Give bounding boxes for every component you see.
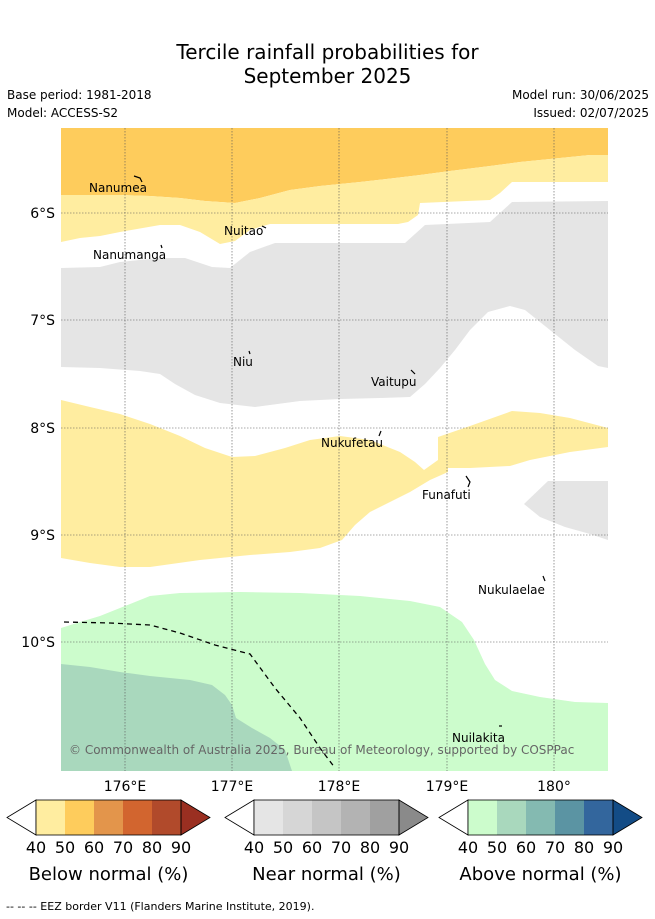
colorbar-segment	[94, 800, 123, 835]
colorbar-outline	[35, 799, 182, 836]
colorbar-tick-label: 70	[331, 838, 351, 857]
colorbar-tick-label: 60	[84, 838, 104, 857]
colorbar-tick-label: 50	[487, 838, 507, 857]
lat-label: 6°S	[30, 206, 55, 222]
colorbar-title: Above normal (%)	[459, 864, 621, 885]
island-label: Nukufetau	[321, 436, 383, 450]
issued-date: Issued: 02/07/2025	[533, 106, 649, 120]
lat-label: 9°S	[30, 528, 55, 544]
colorbar-outline	[467, 799, 614, 836]
colorbar-segment	[65, 800, 94, 835]
colorbar-max-extension	[612, 799, 643, 836]
copyright-notice: © Commonwealth of Australia 2025, Bureau…	[69, 743, 574, 757]
lon-label: 180°	[537, 779, 571, 795]
island-shapes	[133, 175, 546, 727]
below-normal-60-band	[61, 128, 608, 203]
island-label: Nanumea	[89, 181, 147, 195]
colorbar-segment	[312, 800, 341, 835]
colorbar-tick-label: 90	[603, 838, 623, 857]
below-normal-50-band-central	[61, 400, 608, 567]
island-label: Funafuti	[422, 488, 471, 502]
colorbar-segment	[584, 800, 613, 835]
colorbar-tick-label: 70	[545, 838, 565, 857]
colorbar-segment	[36, 800, 65, 835]
lon-label: 177°E	[211, 779, 254, 795]
colorbar-title: Near normal (%)	[252, 864, 401, 885]
lon-label: 179°E	[426, 779, 469, 795]
nanumea-island	[133, 175, 143, 183]
colorbar-outline	[253, 799, 400, 836]
colorbar-legends: 40 50 60 70 80 90 Below normal (%) 40 50 60 70 80 90…	[6, 799, 643, 885]
below-normal-50-band-north	[61, 155, 608, 244]
nukufetau-island	[378, 430, 382, 437]
colorbar-segment	[497, 800, 526, 835]
colorbar-segment	[526, 800, 555, 835]
lat-label: 8°S	[30, 421, 55, 437]
colorbar-max-extension	[180, 799, 211, 836]
map-shading	[61, 128, 608, 771]
colorbar-max-extension	[398, 799, 429, 836]
model-name: Model: ACCESS-S2	[7, 106, 119, 120]
colorbar-tick-label: 70	[113, 838, 133, 857]
nanumanga-island	[160, 244, 163, 249]
island-label: Nuilakita	[452, 731, 505, 745]
colorbar: 40 50 60 70 80 90 Near normal (%)	[224, 799, 429, 885]
eez-footnote: -- -- -- EEZ border V11 (Flanders Marine…	[6, 900, 315, 913]
model-run: Model run: 30/06/2025	[511, 88, 649, 102]
island-label: Nuitao	[224, 224, 263, 238]
near-normal-50-region-north	[61, 201, 608, 407]
island-label: Nanumanga	[93, 248, 166, 262]
colorbar-tick-label: 40	[458, 838, 478, 857]
colorbar-tick-label: 80	[574, 838, 594, 857]
niu-island	[248, 350, 251, 355]
above-normal-60-region	[61, 664, 292, 771]
lat-label: 10°S	[21, 635, 55, 651]
colorbar-min-extension	[6, 799, 37, 836]
eez-border	[63, 621, 336, 769]
island-label: Nukulaelae	[478, 583, 545, 597]
lat-label: 7°S	[30, 313, 55, 329]
island-label: Vaitupu	[371, 375, 417, 389]
nuitao-island	[261, 225, 267, 229]
colorbar: 40 50 60 70 80 90 Below normal (%)	[6, 799, 211, 885]
colorbar-min-extension	[438, 799, 469, 836]
colorbar-segment	[123, 800, 152, 835]
vaitupu-island	[410, 369, 416, 375]
colorbar-tick-label: 50	[55, 838, 75, 857]
map-title: Tercile rainfall probabilities for Septe…	[0, 40, 655, 88]
colorbar-segment	[152, 800, 181, 835]
base-period: Base period: 1981-2018	[7, 88, 152, 102]
colorbar-tick-label: 90	[389, 838, 409, 857]
colorbar-title: Below normal (%)	[29, 864, 189, 885]
graticule	[61, 128, 608, 771]
funafuti-island	[465, 475, 471, 488]
colorbar-segment	[555, 800, 584, 835]
colorbar-tick-label: 80	[360, 838, 380, 857]
colorbar: 40 50 60 70 80 90 Above normal (%)	[438, 799, 643, 885]
colorbar-tick-label: 60	[516, 838, 536, 857]
title-line-1: Tercile rainfall probabilities for	[176, 40, 479, 64]
title-line-2: September 2025	[243, 64, 412, 88]
lon-label: 176°E	[104, 779, 147, 795]
colorbar-tick-label: 90	[171, 838, 191, 857]
colorbar-tick-label: 80	[142, 838, 162, 857]
island-label: Niu	[233, 355, 253, 369]
colorbar-min-extension	[224, 799, 255, 836]
colorbar-segment	[468, 800, 497, 835]
colorbar-segment	[370, 800, 399, 835]
nukulaelae-island	[542, 575, 546, 582]
colorbar-tick-label: 40	[244, 838, 264, 857]
colorbar-tick-label: 60	[302, 838, 322, 857]
lon-label: 178°E	[318, 779, 361, 795]
colorbar-tick-label: 50	[273, 838, 293, 857]
near-normal-50-region-east	[524, 481, 608, 540]
colorbar-segment	[341, 800, 370, 835]
colorbar-segment	[283, 800, 312, 835]
colorbar-tick-label: 40	[26, 838, 46, 857]
colorbar-segment	[254, 800, 283, 835]
